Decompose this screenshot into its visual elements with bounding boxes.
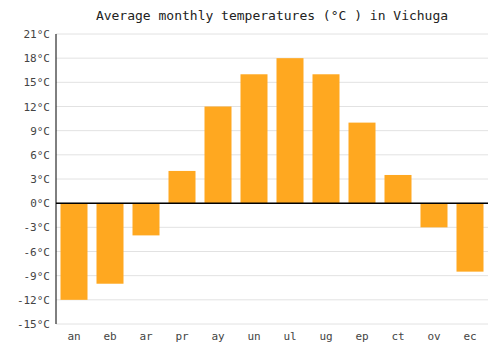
x-tick-label: an <box>67 330 80 343</box>
y-tick-label: 21°C <box>24 28 51 41</box>
y-tick-label: 9°C <box>30 125 50 138</box>
x-tick-label: ar <box>139 330 153 343</box>
y-tick-label: 15°C <box>24 76 51 89</box>
chart: Average monthly temperatures (°C ) in Vi… <box>0 0 500 350</box>
y-tick-label: -9°C <box>24 270 51 283</box>
bar <box>385 175 412 203</box>
x-tick-label: un <box>247 330 260 343</box>
bar <box>457 203 484 271</box>
x-tick-label: ct <box>391 330 404 343</box>
chart-container: Average monthly temperatures (°C ) in Vi… <box>0 0 500 350</box>
y-tick-label: 18°C <box>24 52 51 65</box>
bar <box>241 74 268 203</box>
x-tick-label: ay <box>211 330 225 343</box>
bar <box>169 171 196 203</box>
x-tick-label: ec <box>463 330 476 343</box>
grid-line <box>56 299 488 300</box>
grid-line <box>56 130 488 131</box>
x-tick-label: ug <box>319 330 332 343</box>
y-tick-label: 6°C <box>30 149 50 162</box>
zero-line <box>56 202 488 204</box>
grid-line <box>56 203 488 204</box>
y-tick-label: 12°C <box>24 101 51 114</box>
bar <box>205 107 232 204</box>
x-tick-label: ul <box>283 330 296 343</box>
grid-line <box>56 324 488 325</box>
grid-line <box>56 82 488 83</box>
y-tick-label: -12°C <box>17 294 50 307</box>
x-tick-label: pr <box>175 330 189 343</box>
bar <box>133 203 160 235</box>
title: Average monthly temperatures (°C ) in Vi… <box>96 8 448 23</box>
bar <box>61 203 88 300</box>
grid-line <box>56 58 488 59</box>
bar <box>349 123 376 204</box>
bar <box>277 58 304 203</box>
grid-line <box>56 34 488 35</box>
y-tick-label: -15°C <box>17 318 50 331</box>
bar <box>97 203 124 284</box>
x-tick-label: eb <box>103 330 116 343</box>
x-tick-label: ep <box>355 330 368 343</box>
bars <box>61 58 484 300</box>
y-tick-label: -3°C <box>24 221 51 234</box>
grid-line <box>56 154 488 155</box>
y-axis-line <box>56 34 57 324</box>
y-tick-label: -6°C <box>24 246 51 259</box>
bar <box>421 203 448 227</box>
bar <box>313 74 340 203</box>
grid <box>56 34 488 324</box>
grid-line <box>56 106 488 107</box>
x-tick-label: ov <box>427 330 441 343</box>
grid-line <box>56 179 488 180</box>
y-tick-label: 3°C <box>30 173 50 186</box>
y-tick-label: 0°C <box>30 197 50 210</box>
